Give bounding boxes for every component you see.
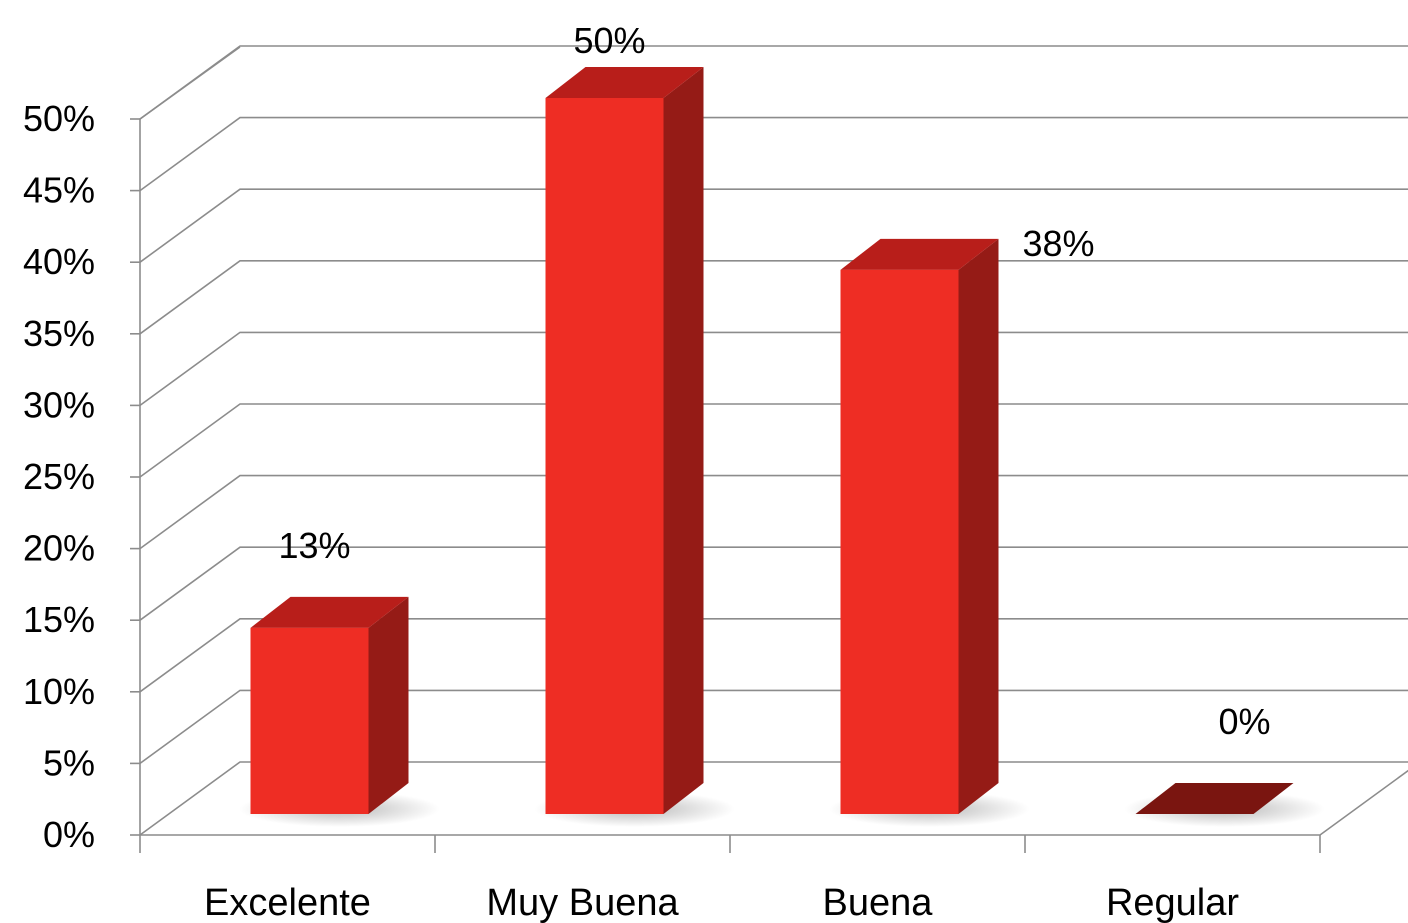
y-tick-label: 10% <box>23 671 95 712</box>
bar <box>250 627 369 814</box>
data-label: 13% <box>278 525 350 566</box>
bar-side <box>663 67 704 814</box>
gridline <box>139 403 1408 478</box>
gridline <box>139 116 1408 192</box>
bar <box>545 98 664 814</box>
x-tick-label: Excelente <box>204 882 371 923</box>
gridline <box>139 474 1408 550</box>
bar-side <box>958 238 999 815</box>
x-tick-label: Muy Buena <box>486 882 679 923</box>
bars <box>239 67 1325 827</box>
y-tick-label: 25% <box>23 456 95 497</box>
gridline <box>139 188 1408 263</box>
gridlines <box>139 45 1408 836</box>
y-tick-label: 30% <box>23 384 95 425</box>
bar-top <box>250 596 409 628</box>
y-tick-label: 50% <box>23 98 95 139</box>
gridline <box>139 546 1408 621</box>
y-tick-label: 45% <box>23 170 95 211</box>
bar <box>1135 783 1294 814</box>
y-tick-label: 5% <box>43 742 95 783</box>
data-label: 0% <box>1218 701 1270 742</box>
data-label: 38% <box>1022 223 1094 264</box>
x-tick-label: Buena <box>823 882 934 923</box>
gridline <box>139 689 1408 765</box>
y-tick-label: 15% <box>23 599 95 640</box>
y-tick-label: 0% <box>43 814 95 855</box>
data-label: 50% <box>573 20 645 61</box>
labels: 0% 5% 10% 15% 20% 25% 30% 35% 40% 45% 50% 13% Excele… <box>23 20 1271 923</box>
y-tick-label: 40% <box>23 241 95 282</box>
gridline <box>139 331 1408 407</box>
axes <box>130 118 1408 853</box>
gridline <box>139 259 1408 335</box>
bar-side <box>368 596 409 814</box>
bar-top <box>545 67 704 98</box>
gridline <box>139 45 1408 120</box>
bar-top <box>840 238 999 270</box>
x-tick-label: Regular <box>1106 882 1239 923</box>
y-tick-label: 20% <box>23 528 95 569</box>
gridline <box>139 617 1408 693</box>
y-tick-label: 35% <box>23 313 95 354</box>
gridline-top-diag <box>139 46 241 120</box>
bar <box>840 269 959 815</box>
gridline <box>139 761 1408 836</box>
